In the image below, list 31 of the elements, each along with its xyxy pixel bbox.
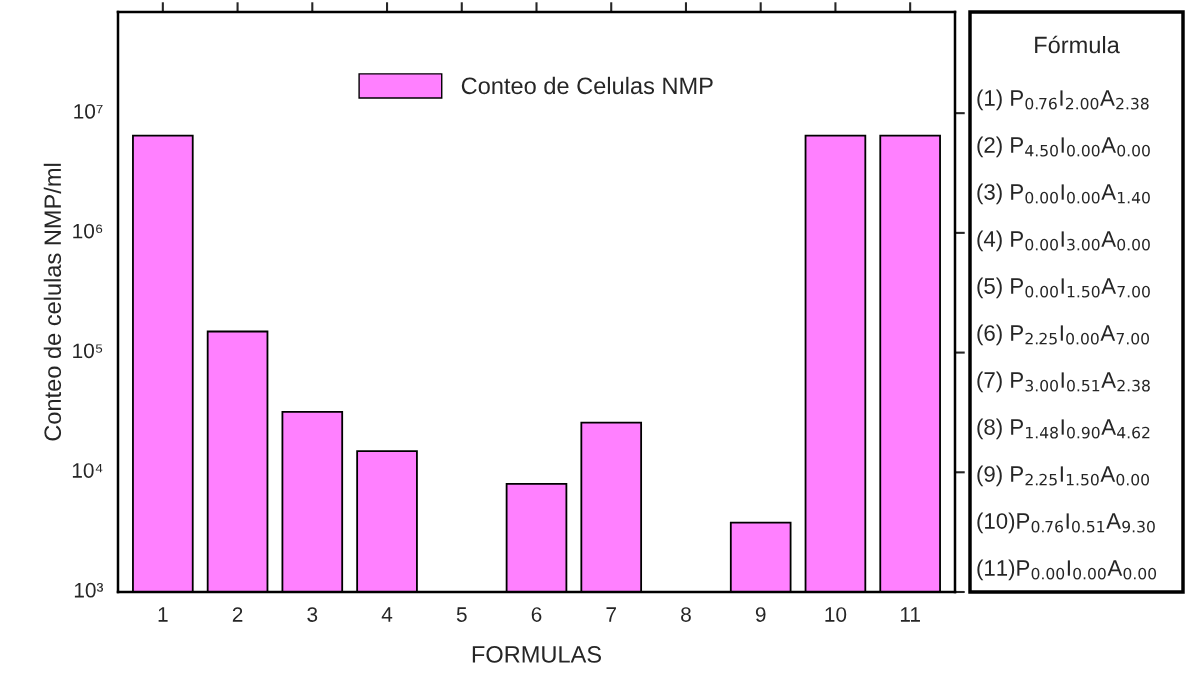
legend-label: Conteo de Celulas NMP: [461, 76, 713, 95]
x-tick-label: 5: [456, 607, 467, 622]
y-axis-title: Conteo de celulas NMP/ml: [43, 163, 62, 441]
x-axis-title: FORMULAS: [472, 646, 602, 663]
y-tick-label: 10⁶: [73, 223, 103, 239]
x-tick-label: 7: [606, 607, 616, 622]
x-tick-label: 4: [381, 607, 393, 622]
text: (11)P$_{0.00}$I$_{0.00}$A$_{0.00}$: [977, 559, 1157, 581]
text: Fórmula: [1035, 35, 1120, 54]
text: (3) P$_{0.00}$I$_{0.00}$A$_{1.40}$: [977, 183, 1150, 205]
text: (5) P$_{0.00}$I$_{1.50}$A$_{7.00}$: [977, 277, 1150, 299]
y-tick-label: 10⁵: [73, 343, 103, 359]
x-tick-label: 10: [825, 607, 847, 622]
x-tick-label: 3: [307, 607, 318, 622]
text: (1) P$_{0.76}$I$_{2.00}$A$_{2.38}$: [977, 89, 1149, 111]
x-tick-label: 11: [900, 607, 920, 622]
y-tick-label: 10⁷: [74, 104, 103, 119]
text: (10)P$_{0.76}$I$_{0.51}$A$_{9.30}$: [977, 512, 1155, 534]
text: (9) P$_{2.25}$I$_{1.50}$A$_{0.00}$: [977, 465, 1150, 487]
x-tick-label: 2: [232, 607, 243, 622]
x-tick-label: 1: [158, 607, 168, 622]
text: (4) P$_{0.00}$I$_{3.00}$A$_{0.00}$: [977, 230, 1150, 252]
text: (8) P$_{1.48}$I$_{0.90}$A$_{4.62}$: [977, 418, 1150, 440]
x-tick-label: 9: [755, 607, 766, 622]
y-tick-label: 10³: [74, 582, 104, 598]
x-tick-label: 6: [531, 607, 542, 622]
text: (7) P$_{3.00}$I$_{0.51}$A$_{2.38}$: [977, 371, 1150, 393]
x-tick-label: 8: [681, 607, 691, 622]
text: (2) P$_{4.50}$I$_{0.00}$A$_{0.00}$: [977, 136, 1150, 158]
text: (6) P$_{2.25}$I$_{0.00}$A$_{7.00}$: [977, 324, 1150, 346]
y-tick-label: 10⁴: [72, 463, 103, 478]
